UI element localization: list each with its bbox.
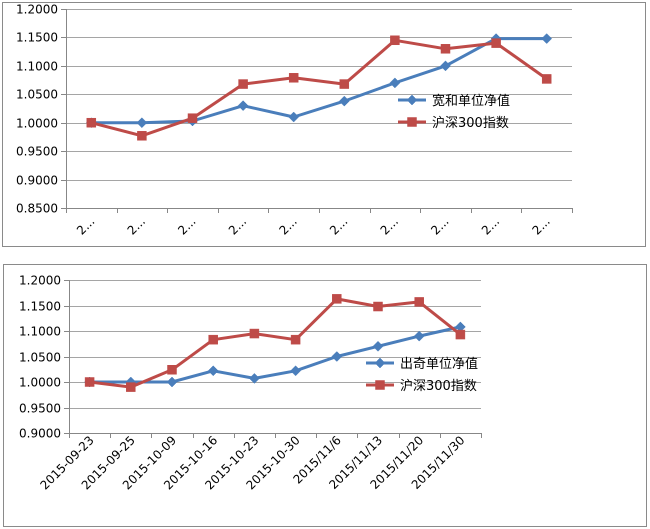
y-tick-label: 1.1000 — [19, 325, 61, 339]
y-tick-label: 1.1500 — [16, 31, 58, 45]
legend-marker — [375, 380, 385, 390]
data-point-1 — [331, 351, 343, 362]
data-point-1 — [338, 95, 350, 107]
y-tick-label: 0.9000 — [19, 427, 61, 441]
chart-panel — [3, 264, 647, 527]
series-line-2 — [89, 297, 462, 389]
data-point-2 — [290, 334, 301, 345]
series-line-2 — [90, 38, 548, 138]
data-point-1 — [166, 376, 178, 388]
legend-label: 宽和单位净值 — [432, 93, 510, 109]
chart-2: 0.9000 0.9500 1.0000 1.0500 1.1000 1.1500 1.20… — [3, 264, 647, 527]
data-point-1 — [413, 330, 425, 342]
data-point-1 — [237, 100, 249, 112]
y-tick-label: 1.0500 — [19, 351, 61, 365]
data-point-2 — [440, 44, 451, 54]
y-tick-label: 0.9500 — [19, 402, 61, 416]
series-line-1 — [89, 325, 461, 384]
data-point-1 — [440, 60, 451, 72]
data-point-2 — [187, 113, 198, 123]
data-point-2 — [541, 74, 552, 84]
data-point-1 — [136, 117, 148, 129]
data-point-2 — [208, 334, 218, 345]
y-tick-label: 0.9000 — [16, 174, 58, 188]
data-point-2 — [288, 73, 299, 83]
data-point-2 — [167, 365, 177, 375]
data-point-1 — [207, 365, 219, 377]
y-tick-label: 1.0000 — [16, 117, 58, 131]
data-point-2 — [238, 79, 248, 89]
data-point-2 — [373, 301, 383, 312]
data-point-2 — [455, 329, 466, 340]
y-tick-label: 1.1000 — [16, 60, 58, 74]
y-tick-label: 1.1500 — [19, 300, 61, 314]
y-tick-label: 1.0500 — [16, 88, 58, 102]
data-point-2 — [86, 117, 97, 128]
data-point-2 — [491, 38, 501, 48]
data-point-2 — [414, 297, 424, 307]
data-point-2 — [84, 377, 95, 387]
y-tick-label: 0.9500 — [16, 145, 58, 159]
data-point-2 — [126, 382, 136, 392]
data-point-2 — [390, 35, 400, 46]
legend-label: 出奇单位净值 — [400, 356, 478, 372]
data-point-1 — [290, 365, 301, 377]
data-point-1 — [249, 373, 260, 384]
data-point-2 — [332, 294, 342, 304]
legend-marker — [407, 117, 417, 127]
data-point-2 — [249, 328, 260, 339]
y-tick-label: 1.2000 — [16, 3, 58, 17]
legend-marker — [406, 94, 418, 106]
legend-label: 沪深300指数 — [432, 115, 509, 131]
data-point-2 — [137, 131, 147, 141]
legend-marker — [374, 357, 386, 369]
series-line-1 — [91, 37, 547, 125]
chart-1: 0.8500 0.9000 0.9500 1.0000 1.0500 1.1000 1.15… — [2, 2, 646, 247]
chart-panel — [2, 2, 646, 247]
y-tick-label: 1.2000 — [19, 274, 61, 288]
y-tick-label: 0.8500 — [16, 202, 58, 216]
data-point-2 — [339, 79, 350, 89]
data-point-1 — [288, 111, 300, 123]
data-point-1 — [541, 33, 553, 44]
legend-label: 沪深300指数 — [400, 378, 477, 394]
data-point-1 — [389, 77, 401, 89]
y-tick-label: 1.0000 — [19, 376, 61, 390]
data-point-1 — [372, 340, 384, 352]
